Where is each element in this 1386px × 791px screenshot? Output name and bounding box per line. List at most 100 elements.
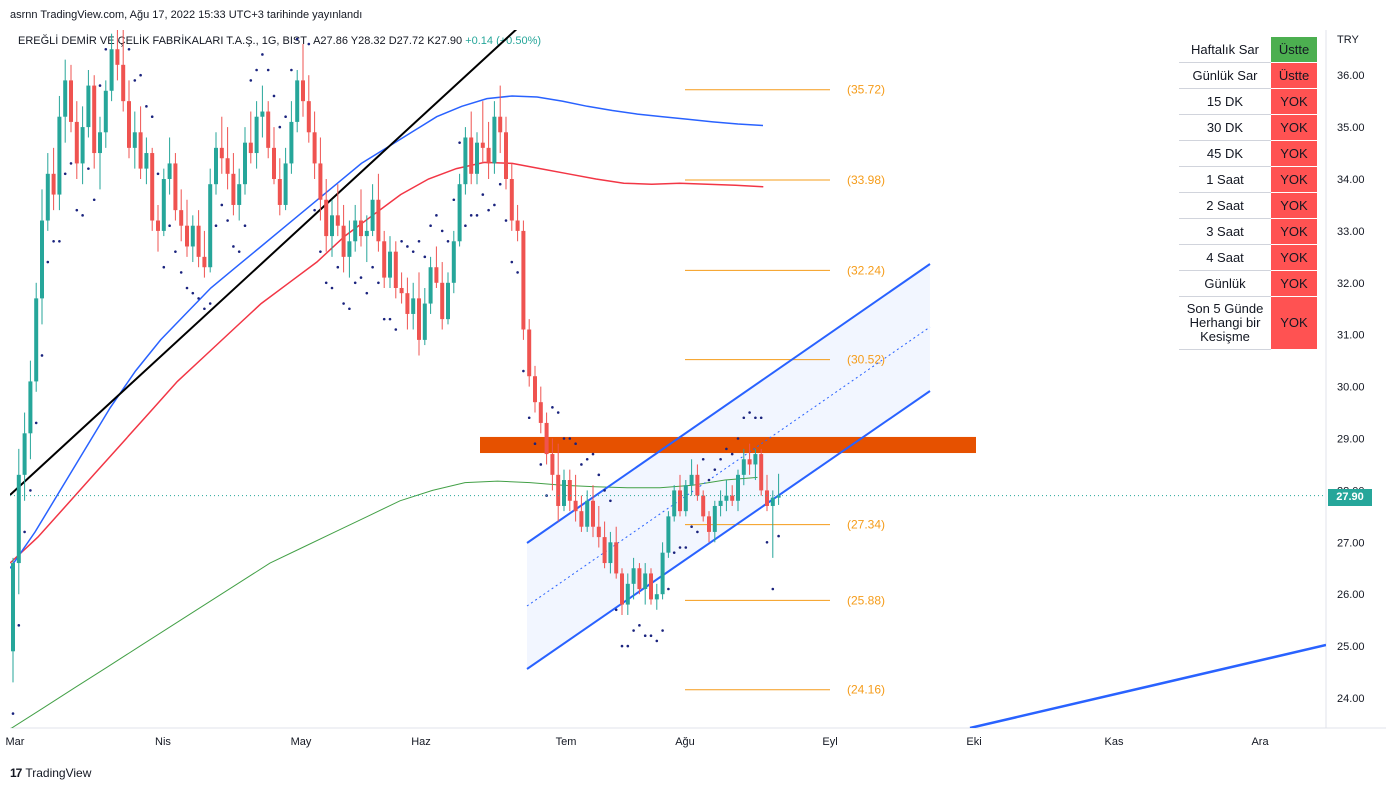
candle-body: [45, 173, 50, 221]
candle-body: [672, 490, 677, 517]
candle-body: [515, 220, 520, 231]
sar-dot: [290, 68, 293, 72]
candle-body: [353, 220, 358, 242]
sar-dot: [92, 198, 96, 202]
candle-body: [109, 49, 114, 91]
sar-dot: [742, 416, 746, 420]
status-value: YOK: [1270, 270, 1318, 297]
sar-dot: [249, 79, 253, 82]
candle-body: [277, 179, 282, 205]
candle-body: [620, 573, 624, 605]
candle-body: [434, 267, 439, 283]
candle-body: [712, 505, 717, 532]
candle-body: [57, 116, 62, 195]
sar-dot: [429, 224, 432, 228]
fib-level-label: (30.52): [847, 353, 885, 367]
footer-brand[interactable]: 17 TradingView: [10, 766, 91, 780]
sar-dot: [307, 42, 311, 46]
candle-body: [92, 85, 97, 154]
candle-body: [330, 215, 334, 237]
sar-dot: [777, 534, 780, 538]
candle-body: [51, 173, 56, 195]
status-value: Üstte: [1270, 62, 1318, 89]
time-tick-label: Nis: [155, 736, 171, 748]
status-row: 2 Saat YOK: [1179, 192, 1318, 219]
candle-body: [753, 454, 758, 465]
candle-body: [22, 433, 27, 475]
candle-body: [156, 220, 160, 231]
sar-dot: [319, 250, 322, 253]
sar-dot: [574, 442, 577, 445]
candle-body: [614, 542, 619, 574]
candle-body: [121, 64, 126, 102]
candle-body: [214, 147, 218, 185]
sar-dot: [690, 525, 693, 529]
candle-body: [243, 142, 247, 185]
price-tick-label: 29.00: [1337, 434, 1365, 446]
sar-dot: [52, 239, 55, 243]
status-row: Son 5 Günde Herhangi bir Kesişme YOK: [1179, 296, 1318, 350]
candle-body: [74, 121, 79, 164]
candle-body: [382, 241, 387, 278]
sar-dot: [220, 203, 224, 207]
candle-body: [724, 495, 729, 501]
price-tick-label: 34.00: [1337, 174, 1365, 186]
sar-dot: [127, 47, 131, 51]
sar-dot: [452, 198, 456, 202]
sar-dot: [620, 644, 624, 648]
sar-dot: [110, 1, 113, 4]
time-tick-label: Tem: [556, 736, 577, 748]
status-label: 15 DK: [1179, 88, 1271, 115]
sar-dot: [765, 541, 769, 544]
sar-dot: [475, 214, 479, 217]
price-tick-label: 24.00: [1337, 693, 1365, 705]
candle-body: [11, 563, 15, 652]
candle-body: [185, 225, 189, 247]
black-trendline: [10, 30, 518, 496]
sar-dot: [585, 457, 589, 461]
sar-dot: [649, 634, 653, 638]
candle-body: [776, 495, 781, 498]
candle-body: [643, 573, 648, 590]
candle-body: [608, 542, 613, 564]
status-label: 4 Saat: [1179, 244, 1271, 271]
sar-dot: [603, 489, 606, 492]
price-tick-label: 25.00: [1337, 641, 1365, 653]
sar-dot: [516, 271, 519, 274]
candle-body: [86, 85, 91, 128]
sar-dot: [527, 416, 531, 420]
sar-dot: [313, 208, 316, 212]
status-label: 30 DK: [1179, 114, 1271, 141]
sar-dot: [406, 245, 409, 248]
status-row: 15 DK YOK: [1179, 88, 1318, 115]
status-value: YOK: [1270, 244, 1318, 271]
candle-body: [631, 568, 636, 584]
price-tick-label: 30.00: [1337, 382, 1365, 394]
status-value: YOK: [1270, 88, 1318, 115]
candle-body: [747, 459, 752, 465]
status-value: YOK: [1270, 114, 1318, 141]
candle-body: [393, 251, 398, 288]
sar-dot: [191, 291, 195, 295]
sar-dot: [493, 203, 496, 207]
sar-dot: [661, 629, 664, 632]
brand-name: TradingView: [25, 766, 92, 780]
sar-dot: [295, 37, 299, 41]
candle-body: [161, 179, 166, 231]
candle-body: [306, 101, 311, 133]
price-tick-label: 36.00: [1337, 70, 1365, 82]
sar-dot: [423, 255, 427, 259]
sar-dot: [168, 224, 171, 228]
candle-body: [428, 267, 433, 304]
candle-body: [399, 287, 404, 294]
candle-body: [573, 500, 578, 512]
sar-dot: [533, 442, 537, 445]
sar-dot: [614, 608, 618, 612]
candle-body: [144, 153, 149, 169]
status-value: YOK: [1270, 166, 1318, 193]
sar-dot: [162, 265, 166, 269]
sar-dot: [69, 162, 73, 165]
sar-dot: [481, 193, 485, 196]
sar-dot: [365, 291, 369, 295]
